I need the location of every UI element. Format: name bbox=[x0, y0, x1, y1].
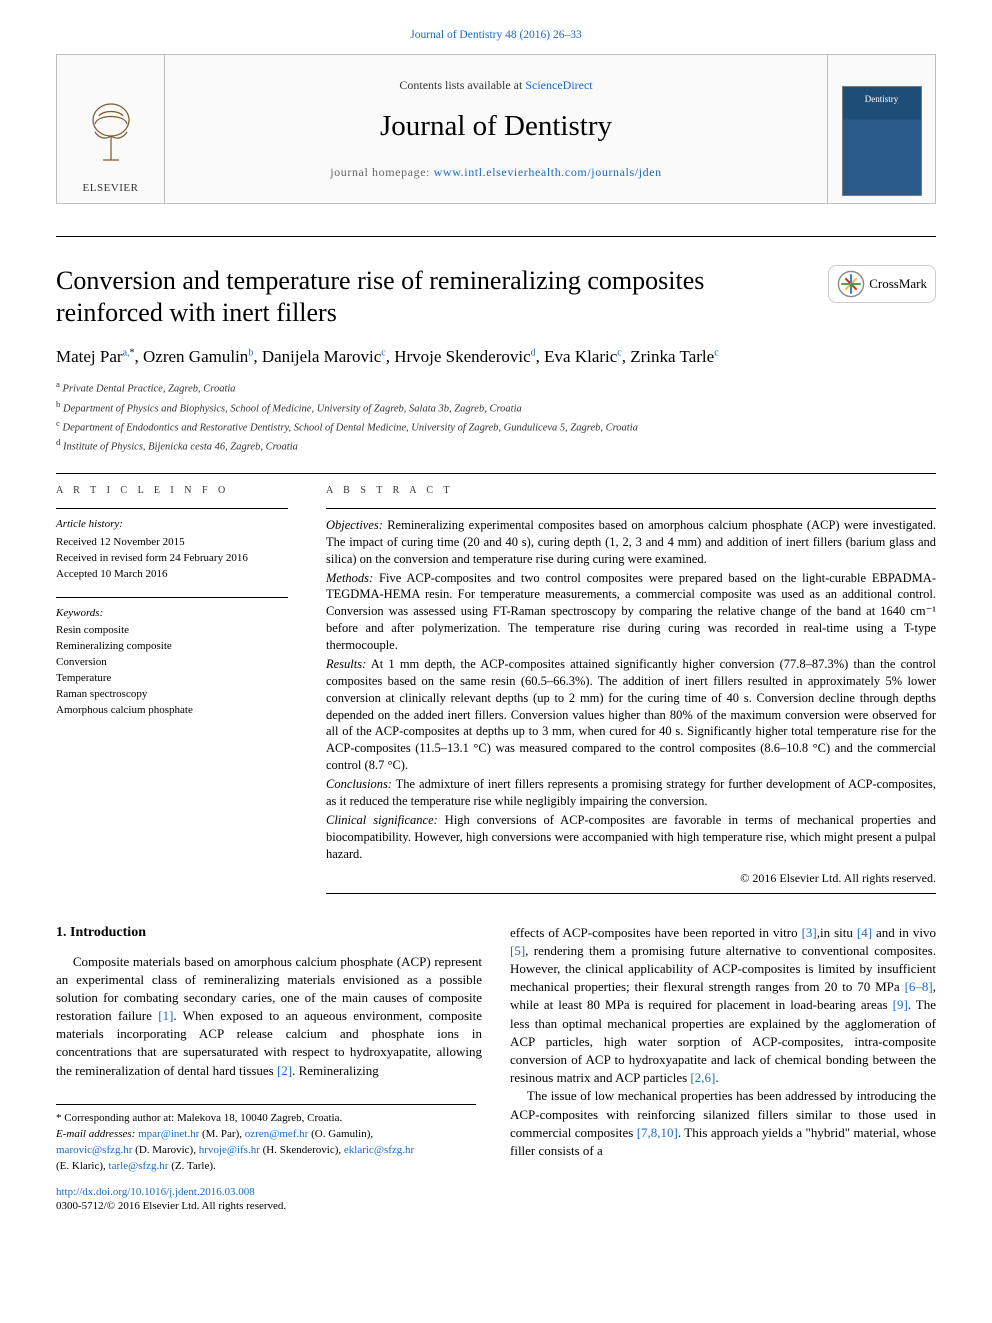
abstract-methods: Methods: Five ACP-composites and two con… bbox=[326, 570, 936, 654]
publisher-label: ELSEVIER bbox=[83, 181, 139, 196]
journal-homepage-line: journal homepage: www.intl.elsevierhealt… bbox=[185, 164, 807, 180]
keywords-heading: Keywords: bbox=[56, 606, 288, 621]
doi-block: http://dx.doi.org/10.1016/j.jdent.2016.0… bbox=[56, 1185, 482, 1215]
email-link[interactable]: hrvoje@ifs.hr bbox=[199, 1144, 260, 1156]
email-addresses: E-mail addresses: mpar@inet.hr (M. Par),… bbox=[56, 1127, 476, 1175]
abstract-results: Results: At 1 mm depth, the ACP-composit… bbox=[326, 656, 936, 774]
keyword: Raman spectroscopy bbox=[56, 687, 288, 703]
author-list: Matej Para,*, Ozren Gamulinb, Danijela M… bbox=[56, 346, 936, 369]
email-link[interactable]: ozren@mef.hr bbox=[245, 1128, 309, 1140]
journal-header-center: Contents lists available at ScienceDirec… bbox=[165, 65, 827, 193]
crossmark-badge[interactable]: CrossMark bbox=[828, 265, 936, 303]
publisher-logo-box: ELSEVIER bbox=[57, 54, 165, 204]
citation-link[interactable]: [7,8,10] bbox=[637, 1125, 678, 1140]
body-paragraph: The issue of low mechanical properties h… bbox=[510, 1087, 936, 1160]
citation-link[interactable]: [2,6] bbox=[690, 1070, 715, 1085]
affiliation: c Department of Endodontics and Restorat… bbox=[56, 417, 936, 436]
body-paragraph: effects of ACP-composites have been repo… bbox=[510, 924, 936, 1088]
keyword: Temperature bbox=[56, 671, 288, 687]
correspondence-block: * Corresponding author at: Malekova 18, … bbox=[56, 1104, 476, 1175]
keyword: Resin composite bbox=[56, 623, 288, 639]
contents-available-line: Contents lists available at ScienceDirec… bbox=[185, 77, 807, 93]
abstract-copyright: © 2016 Elsevier Ltd. All rights reserved… bbox=[326, 870, 936, 886]
elsevier-tree-icon bbox=[76, 91, 146, 181]
history-line: Received 12 November 2015 bbox=[56, 535, 288, 551]
sciencedirect-link[interactable]: ScienceDirect bbox=[525, 78, 592, 92]
email-link[interactable]: eklaric@sfzg.hr bbox=[344, 1144, 414, 1156]
body-paragraph: Composite materials based on amorphous c… bbox=[56, 953, 482, 1080]
crossmark-label: CrossMark bbox=[869, 275, 927, 293]
email-link[interactable]: marovic@sfzg.hr bbox=[56, 1144, 132, 1156]
history-line: Accepted 10 March 2016 bbox=[56, 567, 288, 583]
citation-link[interactable]: [2] bbox=[277, 1063, 292, 1078]
citation-link[interactable]: [3] bbox=[802, 925, 817, 940]
citation-link[interactable]: [5] bbox=[510, 943, 525, 958]
affiliation-list: a Private Dental Practice, Zagreb, Croat… bbox=[56, 378, 936, 455]
crossmark-icon bbox=[837, 270, 865, 298]
keyword: Conversion bbox=[56, 655, 288, 671]
email-link[interactable]: tarle@sfzg.hr bbox=[109, 1160, 169, 1172]
citation-link[interactable]: [6–8] bbox=[905, 979, 933, 994]
issn-copyright: 0300-5712/© 2016 Elsevier Ltd. All right… bbox=[56, 1200, 286, 1212]
contents-prefix: Contents lists available at bbox=[399, 78, 525, 92]
journal-cover-box bbox=[827, 54, 935, 204]
journal-title: Journal of Dentistry bbox=[185, 107, 807, 146]
affiliation: b Department of Physics and Biophysics, … bbox=[56, 398, 936, 417]
abstract-objectives: Objectives: Remineralizing experimental … bbox=[326, 517, 936, 568]
article-info-column: A R T I C L E I N F O Article history: R… bbox=[56, 484, 316, 893]
citation-link[interactable]: [9] bbox=[893, 997, 908, 1012]
citation-link[interactable]: [1] bbox=[158, 1008, 173, 1023]
homepage-url[interactable]: www.intl.elsevierhealth.com/journals/jde… bbox=[434, 165, 662, 179]
abstract-label: A B S T R A C T bbox=[326, 484, 936, 498]
body-column-left: 1. Introduction Composite materials base… bbox=[56, 924, 482, 1215]
abstract-clinical: Clinical significance: High conversions … bbox=[326, 812, 936, 863]
citation-link[interactable]: [4] bbox=[857, 925, 872, 940]
article-title: Conversion and temperature rise of remin… bbox=[56, 265, 808, 330]
corresponding-author-line: * Corresponding author at: Malekova 18, … bbox=[56, 1111, 476, 1127]
journal-citation[interactable]: Journal of Dentistry 48 (2016) 26–33 bbox=[56, 28, 936, 44]
history-line: Received in revised form 24 February 201… bbox=[56, 551, 288, 567]
introduction-heading: 1. Introduction bbox=[56, 924, 482, 943]
abstract-conclusions: Conclusions: The admixture of inert fill… bbox=[326, 776, 936, 810]
article-info-label: A R T I C L E I N F O bbox=[56, 484, 288, 498]
keyword: Amorphous calcium phosphate bbox=[56, 703, 288, 719]
email-link[interactable]: mpar@inet.hr bbox=[138, 1128, 199, 1140]
history-heading: Article history: bbox=[56, 517, 288, 532]
body-column-right: effects of ACP-composites have been repo… bbox=[510, 924, 936, 1215]
journal-header: ELSEVIER Contents lists available at Sci… bbox=[56, 54, 936, 204]
affiliation: d Institute of Physics, Bijenicka cesta … bbox=[56, 436, 936, 455]
abstract-column: A B S T R A C T Objectives: Remineralizi… bbox=[316, 484, 936, 893]
doi-link[interactable]: http://dx.doi.org/10.1016/j.jdent.2016.0… bbox=[56, 1186, 255, 1198]
keyword: Remineralizing composite bbox=[56, 639, 288, 655]
journal-cover-thumbnail bbox=[842, 86, 922, 196]
homepage-prefix: journal homepage: bbox=[330, 165, 433, 179]
affiliation: a Private Dental Practice, Zagreb, Croat… bbox=[56, 378, 936, 397]
